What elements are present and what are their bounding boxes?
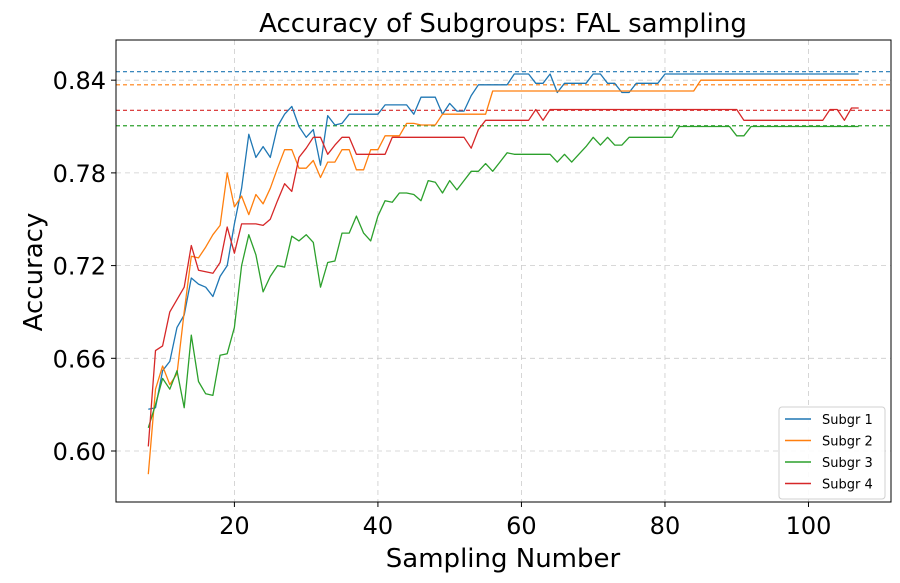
series-line	[147, 79, 859, 475]
axis-ticks: 20 40 60 80 100 0.60 0.66 0.72 0.78 0.84	[53, 67, 832, 540]
series-line	[147, 107, 859, 447]
legend-label: Subgr 1	[822, 413, 873, 428]
x-tick-label: 20	[219, 512, 250, 540]
y-tick-label: 0.84	[53, 67, 106, 95]
grid-lines	[116, 40, 891, 502]
legend: Subgr 1 Subgr 2 Subgr 3 Subgr 4	[778, 406, 886, 500]
series-line	[148, 73, 859, 410]
legend-label: Subgr 2	[822, 435, 873, 450]
y-axis-label: Accuracy	[19, 213, 49, 332]
legend-label: Subgr 3	[822, 456, 873, 471]
chart-title: Accuracy of Subgroups: FAL sampling	[259, 9, 747, 39]
y-tick-label: 0.60	[53, 438, 106, 466]
legend-label: Subgr 4	[822, 478, 873, 493]
series-lines	[147, 73, 859, 475]
y-tick-label: 0.78	[53, 160, 106, 188]
x-tick-label: 60	[506, 512, 537, 540]
x-tick-label: 100	[786, 512, 832, 540]
legend-box	[778, 406, 886, 500]
plot-area-frame	[115, 39, 892, 503]
y-tick-label: 0.66	[53, 345, 106, 373]
y-tick-label: 0.72	[53, 253, 106, 281]
x-tick-label: 40	[363, 512, 394, 540]
series-line	[147, 125, 859, 428]
x-tick-label: 80	[650, 512, 681, 540]
x-axis-label: Sampling Number	[386, 544, 621, 574]
